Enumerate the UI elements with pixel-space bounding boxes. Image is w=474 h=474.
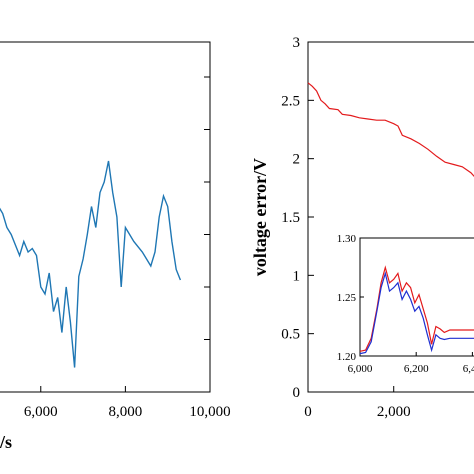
right-y-tick-label: 3 (293, 35, 301, 51)
right-y-axis-label: voltage error/V (250, 158, 270, 276)
right-series-line (307, 82, 474, 177)
right-y-tick-label: 1 (293, 268, 301, 284)
inset-axis-ticks (359, 237, 473, 357)
right-chart: 00.511.522.53 02,0004 voltage error/V 1.… (250, 35, 474, 420)
inset-y-tick-label: 1.30 (337, 233, 357, 245)
right-y-tick-label: 0 (293, 385, 301, 401)
inset-series-red-line (359, 265, 474, 352)
left-x-tick-label: 8,000 (109, 404, 143, 420)
right-y-tick-label: 2.5 (281, 93, 300, 109)
left-axis-ticks (40, 76, 211, 392)
left-x-tick-label: 10,000 (189, 404, 230, 420)
left-chart: 6,000 8,000 10,000 /s (0, 41, 231, 452)
left-plot-frame (0, 41, 211, 393)
left-x-tick-label: 6,000 (24, 404, 58, 420)
right-y-tick-labels: 0 0.5 1 1.5 2 2.5 3 (281, 35, 300, 401)
inset-x-tick-label: 6,000 (348, 363, 373, 375)
right-y-tick-label: 0.5 (281, 327, 300, 343)
left-series-line (0, 160, 182, 368)
right-axis-ticks (307, 41, 395, 393)
left-x-axis-label: /s (0, 432, 12, 452)
right-x-tick-label: 0 (304, 404, 312, 420)
inset-chart: 1.20 1.25 1.30 6,000 6,200 6,40 (337, 233, 474, 375)
inset-y-tick-label: 1.20 (337, 351, 357, 363)
inset-x-tick-labels: 6,000 6,200 6,40 (348, 363, 474, 375)
right-x-tick-labels: 02,0004 (304, 404, 411, 420)
left-x-tick-labels: 6,000 8,000 10,000 (24, 404, 231, 420)
right-x-tick-label: 2,000 (377, 404, 411, 420)
right-y-tick-label: 1.5 (281, 210, 300, 226)
inset-y-tick-labels: 1.20 1.25 1.30 (337, 233, 357, 363)
inset-x-tick-label: 6,40 (463, 363, 474, 375)
inset-x-tick-label: 6,200 (404, 363, 429, 375)
inset-series-blue-line (359, 271, 474, 355)
inset-y-tick-label: 1.25 (337, 292, 357, 304)
right-y-tick-label: 2 (293, 152, 301, 168)
